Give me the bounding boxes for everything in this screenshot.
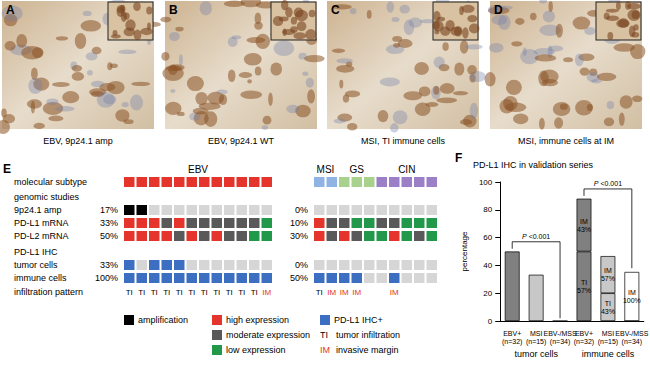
svg-text:40: 40: [483, 261, 492, 270]
svg-text:50%: 50%: [100, 231, 118, 241]
svg-text:IM: IM: [262, 288, 271, 297]
svg-text:IM: IM: [320, 345, 330, 355]
svg-text:tumor cells: tumor cells: [14, 260, 58, 270]
svg-text:TI: TI: [316, 288, 323, 297]
svg-text:(n=34): (n=34): [622, 338, 642, 346]
svg-text:tumor cells: tumor cells: [514, 349, 558, 359]
svg-text:P: P: [593, 179, 599, 187]
svg-text:<0.001: <0.001: [527, 233, 551, 240]
svg-text:amplification: amplification: [138, 315, 188, 325]
svg-text:PD-L1 IHC+: PD-L1 IHC+: [334, 315, 383, 325]
svg-text:100%: 100%: [95, 273, 118, 283]
svg-text:IM: IM: [352, 288, 361, 297]
svg-text:TI: TI: [151, 288, 158, 297]
svg-text:percentage: percentage: [460, 231, 469, 272]
svg-text:GS: GS: [350, 164, 365, 175]
svg-text:A: A: [6, 3, 15, 17]
svg-text:43%: 43%: [601, 308, 615, 315]
svg-text:30%: 30%: [290, 231, 308, 241]
svg-text:MSI: MSI: [602, 330, 615, 337]
svg-text:(n=34): (n=34): [550, 338, 570, 346]
svg-text:10%: 10%: [290, 218, 308, 228]
svg-text:100: 100: [479, 178, 493, 187]
svg-text:immune cells: immune cells: [14, 273, 67, 283]
svg-text:E: E: [3, 162, 11, 176]
svg-text:(n=32): (n=32): [574, 338, 594, 346]
svg-text:molecular subtype: molecular subtype: [14, 177, 87, 187]
svg-text:P: P: [522, 232, 527, 240]
svg-text:MSI: MSI: [530, 330, 543, 337]
svg-text:50%: 50%: [290, 273, 308, 283]
svg-text:57%: 57%: [577, 287, 591, 294]
svg-text:TI: TI: [188, 288, 195, 297]
svg-text:IM: IM: [327, 288, 336, 297]
svg-text:PD-L1 mRNA: PD-L1 mRNA: [14, 218, 69, 228]
svg-text:TI: TI: [320, 330, 328, 340]
svg-text:IM: IM: [628, 289, 636, 296]
svg-text:EBV+: EBV+: [575, 330, 593, 337]
svg-text:TI: TI: [605, 300, 611, 307]
svg-text:invasive margin: invasive margin: [336, 345, 399, 355]
svg-text:EBV, 9p24.1 WT: EBV, 9p24.1 WT: [208, 136, 275, 146]
svg-text:(n=32): (n=32): [502, 338, 522, 346]
svg-text:33%: 33%: [100, 218, 118, 228]
svg-text:TI: TI: [251, 288, 258, 297]
svg-text:60: 60: [483, 233, 492, 242]
svg-text:<0.001: <0.001: [598, 180, 622, 187]
svg-text:C: C: [331, 3, 340, 17]
html-text:F: F: [455, 151, 463, 165]
svg-text:TI: TI: [213, 288, 220, 297]
svg-text:IM: IM: [340, 288, 349, 297]
svg-text:TI: TI: [138, 288, 145, 297]
svg-text:moderate expression: moderate expression: [226, 330, 310, 340]
svg-text:57%: 57%: [601, 275, 615, 282]
svg-text:PD-L1 IHC: PD-L1 IHC: [14, 247, 58, 257]
svg-text:D: D: [494, 3, 503, 17]
svg-text:TI: TI: [201, 288, 208, 297]
svg-text:infiltration pattern: infiltration pattern: [14, 287, 83, 297]
svg-text:(n=15): (n=15): [598, 338, 618, 346]
svg-text:high expression: high expression: [226, 315, 289, 325]
svg-text:TI: TI: [581, 279, 587, 286]
svg-text:PD-L1 IHC in validation series: PD-L1 IHC in validation series: [473, 160, 594, 170]
svg-text:IM: IM: [580, 218, 588, 225]
svg-text:100%: 100%: [623, 297, 641, 304]
svg-text:tumor infiltration: tumor infiltration: [336, 330, 400, 340]
svg-text:B: B: [169, 3, 178, 17]
svg-text:20: 20: [483, 289, 492, 298]
svg-text:immune cells: immune cells: [582, 349, 635, 359]
svg-text:low expression: low expression: [226, 345, 286, 355]
svg-text:TI: TI: [176, 288, 183, 297]
svg-text:TI: TI: [163, 288, 170, 297]
svg-text:9p24.1 amp: 9p24.1 amp: [14, 205, 62, 215]
svg-text:IM: IM: [604, 267, 612, 274]
svg-text:0%: 0%: [295, 205, 308, 215]
svg-text:EBV, 9p24.1 amp: EBV, 9p24.1 amp: [43, 136, 113, 146]
svg-text:PD-L2 mRNA: PD-L2 mRNA: [14, 231, 69, 241]
svg-text:MSI, TI immune cells: MSI, TI immune cells: [361, 136, 445, 146]
svg-text:TI: TI: [126, 288, 133, 297]
svg-text:CIN: CIN: [398, 164, 415, 175]
svg-text:0%: 0%: [295, 260, 308, 270]
svg-text:(n=15): (n=15): [526, 338, 546, 346]
svg-text:33%: 33%: [100, 260, 118, 270]
svg-text:MSI: MSI: [317, 164, 335, 175]
svg-text:IM: IM: [390, 288, 399, 297]
svg-text:43%: 43%: [577, 226, 591, 233]
svg-text:TI: TI: [226, 288, 233, 297]
svg-text:EBV: EBV: [188, 164, 208, 175]
svg-text:genomic studies: genomic studies: [14, 192, 80, 202]
svg-text:80: 80: [483, 205, 492, 214]
svg-text:17%: 17%: [100, 205, 118, 215]
svg-text:EBV+: EBV+: [503, 330, 521, 337]
svg-text:MSI, immune cells at IM: MSI, immune cells at IM: [518, 136, 614, 146]
svg-text:EBV-/MSS: EBV-/MSS: [544, 330, 577, 337]
svg-text:TI: TI: [238, 288, 245, 297]
svg-text:EBV-/MSS: EBV-/MSS: [615, 330, 648, 337]
svg-text:0: 0: [488, 317, 493, 326]
